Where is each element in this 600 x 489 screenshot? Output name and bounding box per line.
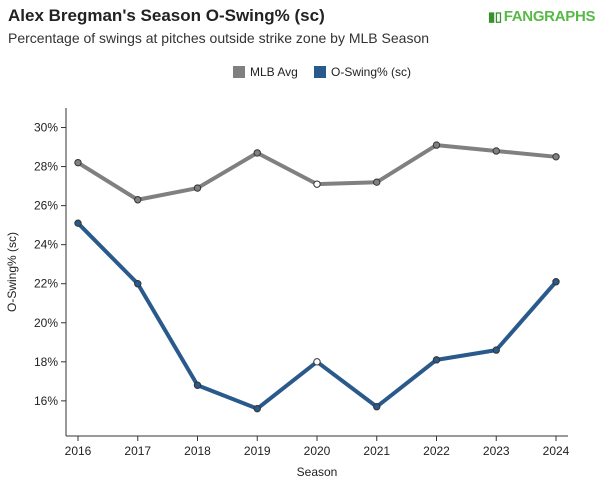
legend-swatch-o-swing [314, 66, 326, 78]
x-tick-label: 2023 [483, 444, 510, 458]
fangraphs-logo[interactable]: ▮▯ FANGRAPHS [488, 8, 596, 25]
mlb-avg-point [134, 196, 142, 204]
x-tick-label: 2022 [423, 444, 450, 458]
axes: 16% 18% 20% 22% 24% 26% 28% 30% 2016 2017 2018 2019… [5, 108, 570, 479]
legend: MLB Avg O-Swing% (sc) [233, 65, 411, 79]
x-axis-title: Season [297, 465, 338, 479]
x-tick-label: 2018 [184, 444, 211, 458]
chart-subtitle: Percentage of swings at pitches outside … [8, 30, 430, 46]
mlb-avg-point [74, 158, 82, 167]
o-swing-point [193, 381, 202, 389]
o-swing-point [373, 403, 381, 411]
x-tick-label: 2024 [543, 444, 570, 458]
mlb-avg-point [253, 149, 261, 157]
y-tick-label: 16% [34, 394, 58, 408]
legend-swatch-mlb-avg [233, 66, 245, 78]
y-tick-label: 22% [34, 277, 58, 291]
o-swing-point [134, 280, 142, 288]
y-tick-label: 18% [34, 355, 58, 369]
mlb-avg-line [76, 143, 558, 202]
mlb-avg-point [552, 153, 560, 161]
o-swing-point [253, 404, 261, 413]
y-tick-label: 26% [34, 199, 58, 213]
legend-label-mlb-avg: MLB Avg [250, 65, 298, 79]
y-tick-label: 20% [34, 316, 58, 330]
y-tick-label: 30% [34, 121, 58, 135]
o-swing-line [76, 221, 558, 411]
y-axis-title: O-Swing% (sc) [5, 232, 19, 312]
o-swing-point [313, 358, 321, 366]
mlb-avg-point [193, 184, 202, 192]
fangraphs-logo-icon: ▮▯ [488, 9, 502, 24]
x-tick-label: 2021 [363, 444, 390, 458]
mlb-avg-point [492, 147, 500, 155]
x-tick-label: 2016 [65, 444, 92, 458]
y-tick-label: 24% [34, 238, 58, 252]
mlb-avg-point [313, 180, 321, 188]
x-tick-label: 2019 [244, 444, 271, 458]
chart-title: Alex Bregman's Season O-Swing% (sc) [8, 6, 325, 25]
x-tick-label: 2020 [304, 444, 331, 458]
fangraphs-logo-text: FANGRAPHS [503, 8, 596, 25]
o-swing-point [432, 356, 441, 364]
legend-label-o-swing: O-Swing% (sc) [331, 65, 411, 79]
x-tick-label: 2017 [124, 444, 151, 458]
mlb-avg-point [432, 141, 441, 149]
o-swing-point [492, 346, 500, 354]
y-tick-label: 28% [34, 160, 58, 174]
mlb-avg-point [373, 178, 381, 186]
o-swing-point [552, 278, 560, 286]
o-swing-point [74, 219, 82, 227]
series-layer [74, 141, 560, 413]
